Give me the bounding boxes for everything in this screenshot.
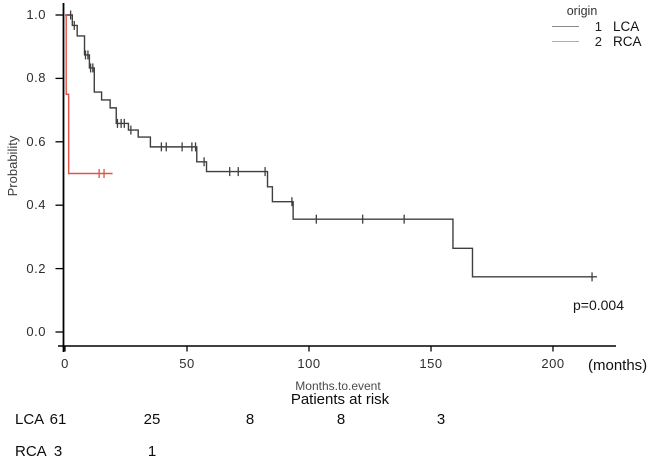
y-tick-label: 0.8	[26, 70, 46, 86]
risk-count: 3	[436, 411, 446, 428]
x-tick-label: 100	[297, 356, 321, 371]
risk-table-title: Patients at risk	[290, 391, 390, 408]
legend-label: LCA	[613, 18, 640, 34]
risk-count: 25	[143, 411, 161, 428]
legend-title: origin	[566, 4, 598, 18]
rca-line-swatch-icon	[552, 40, 579, 42]
risk-row-label: RCA	[15, 443, 47, 460]
lca-line-swatch-icon	[552, 25, 579, 27]
legend-key: 1	[594, 18, 602, 34]
x-axis-title: Months.to.event	[295, 379, 381, 393]
x-tick-label: 200	[541, 356, 565, 371]
y-tick-label: 0.4	[26, 197, 46, 213]
x-tick-label: 0	[61, 356, 69, 371]
km-curve-rca	[65, 14, 113, 175]
risk-count: 8	[336, 411, 346, 428]
x-tick-label: 50	[179, 356, 195, 371]
risk-row-label: LCA	[15, 411, 45, 428]
risk-count: 61	[49, 411, 67, 428]
legend: origin 1 LCA 2 RCA	[552, 4, 652, 49]
risk-count: 3	[53, 443, 63, 460]
legend-key: 2	[594, 33, 602, 49]
risk-count: 1	[147, 443, 157, 460]
y-tick-label: 0.2	[26, 260, 46, 276]
y-tick-label: 1.0	[26, 7, 46, 22]
km-curve-lca	[65, 14, 597, 278]
x-axis-unit-label: (months)	[588, 357, 648, 374]
y-tick-label: 0.0	[26, 324, 46, 339]
legend-item-lca: 1 LCA	[552, 18, 652, 34]
x-tick-label: 150	[419, 356, 443, 371]
y-tick-label: 0.6	[26, 133, 46, 149]
p-value-annotation: p=0.004	[573, 297, 624, 313]
risk-count: 8	[245, 411, 255, 428]
legend-label: RCA	[613, 33, 642, 49]
legend-item-rca: 2 RCA	[552, 33, 652, 49]
